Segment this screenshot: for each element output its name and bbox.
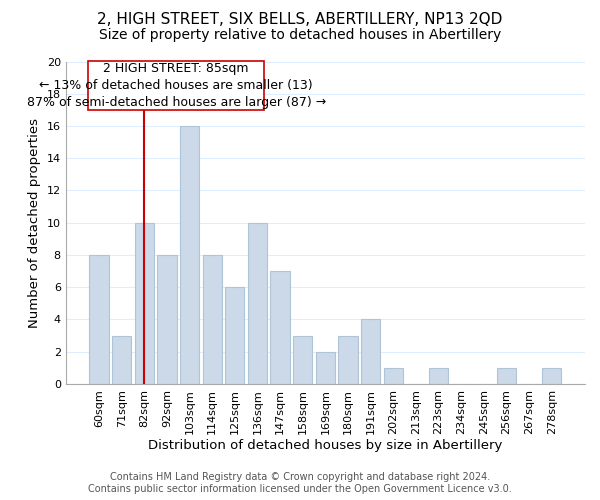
Bar (316, 352, 335, 384)
X-axis label: Distribution of detached houses by size in Abertillery: Distribution of detached houses by size … (148, 440, 503, 452)
Bar (157, 255, 176, 384)
Text: Size of property relative to detached houses in Abertillery: Size of property relative to detached ho… (99, 28, 501, 42)
Bar (383, 368, 403, 384)
Bar (429, 368, 448, 384)
Text: 2, HIGH STREET, SIX BELLS, ABERTILLERY, NP13 2QD: 2, HIGH STREET, SIX BELLS, ABERTILLERY, … (97, 12, 503, 28)
Bar (203, 255, 222, 384)
Bar (180, 126, 199, 384)
Bar (89, 255, 109, 384)
Bar (225, 287, 244, 384)
Bar (293, 336, 313, 384)
Bar (112, 336, 131, 384)
Bar (361, 320, 380, 384)
Text: 2 HIGH STREET: 85sqm
← 13% of detached houses are smaller (13)
87% of semi-detac: 2 HIGH STREET: 85sqm ← 13% of detached h… (26, 62, 326, 109)
Y-axis label: Number of detached properties: Number of detached properties (28, 118, 41, 328)
Bar (338, 336, 358, 384)
Bar (271, 271, 290, 384)
Bar (542, 368, 562, 384)
Bar (497, 368, 516, 384)
Bar (134, 222, 154, 384)
Text: Contains HM Land Registry data © Crown copyright and database right 2024.
Contai: Contains HM Land Registry data © Crown c… (88, 472, 512, 494)
Bar (248, 222, 267, 384)
Bar (88, 60, 264, 110)
